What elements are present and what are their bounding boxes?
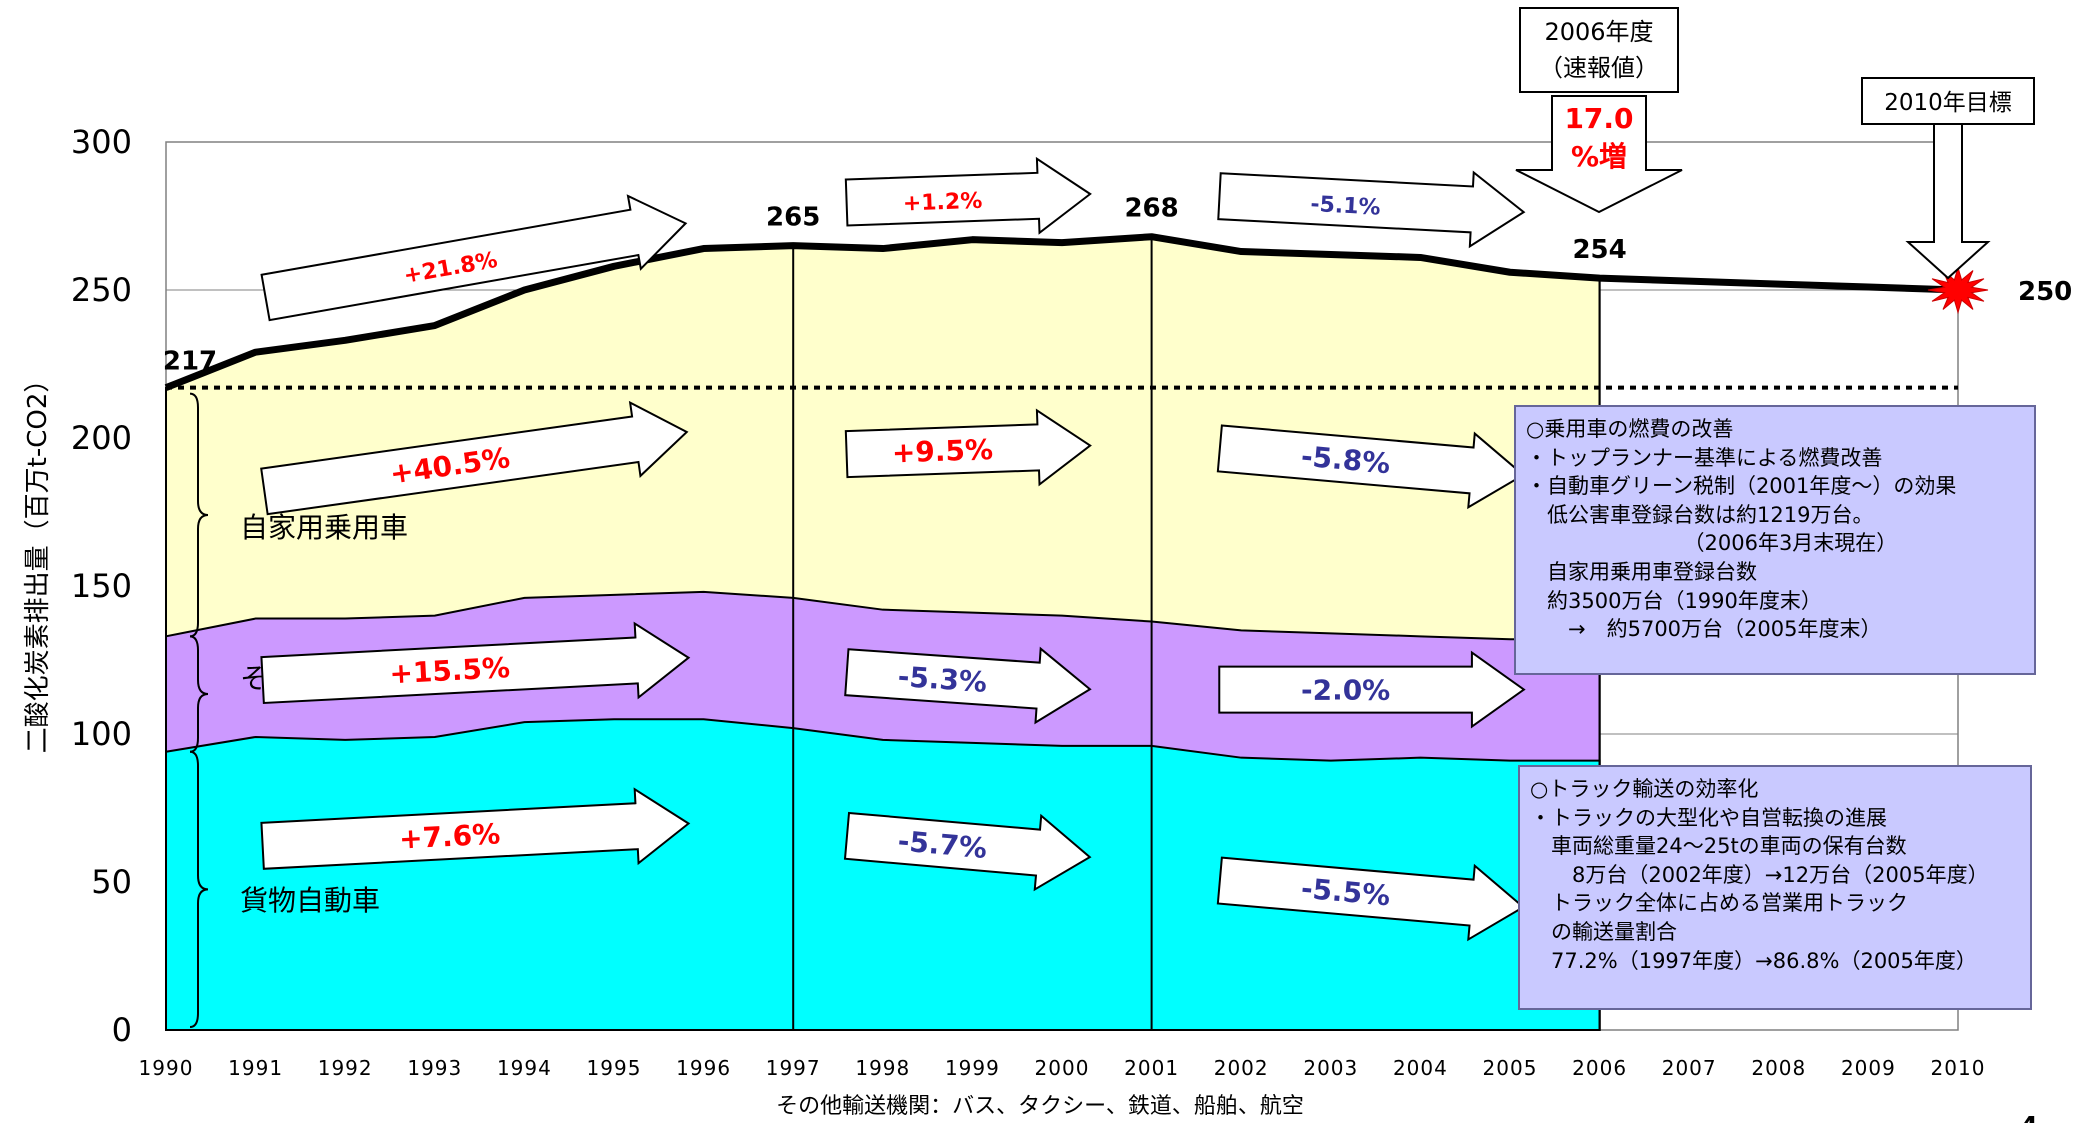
callout-2006-value1: 17.0 <box>1564 102 1633 135</box>
callout-2006-group: 2006年度 （速報値） 17.0 %増 <box>1515 7 1683 214</box>
x-tick-label: 1997 <box>766 1056 821 1080</box>
x-tick-label: 2006 <box>1572 1056 1627 1080</box>
y-tick-label: 200 <box>71 419 132 457</box>
point-label: 254 <box>1572 235 1626 265</box>
x-tick-label: 2004 <box>1393 1056 1448 1080</box>
change-arrow: -2.0% <box>1218 650 1526 729</box>
point-label: 217 <box>163 347 217 377</box>
callout-2006-line2: （速報値） <box>1539 54 1659 82</box>
change-arrow-shape <box>844 408 1092 487</box>
callout-2010-group: 2010年目標 <box>1861 77 2035 280</box>
change-arrow: +7.6% <box>260 787 691 870</box>
change-arrow-shape <box>843 811 1092 892</box>
change-arrow: -5.1% <box>1217 170 1526 249</box>
change-arrow: -5.8% <box>1216 424 1526 510</box>
change-percent-label: -5.5% <box>1300 872 1392 913</box>
change-arrow-shape <box>1218 650 1526 729</box>
change-arrow-shape <box>844 646 1092 725</box>
change-arrow-shape <box>1217 170 1526 249</box>
x-tick-label: 1992 <box>318 1056 373 1080</box>
car-note-box: ○乗用車の燃費の改善 ・トップランナー基準による燃費改善 ・自動車グリーン税制（… <box>1514 405 2036 675</box>
change-arrow-shape <box>1216 424 1526 510</box>
change-percent-label: +7.6% <box>398 817 501 855</box>
category-label: 自家用乗用車 <box>240 511 408 544</box>
y-tick-label: 150 <box>71 567 132 605</box>
callout-2010-label: 2010年目標 <box>1884 90 2012 116</box>
point-label: 250 <box>2018 277 2072 307</box>
change-percent-label: -5.3% <box>897 660 988 699</box>
callout-2006-value2: %増 <box>1571 140 1627 173</box>
y-tick-label: 50 <box>91 863 132 901</box>
x-tick-label: 1999 <box>945 1056 1000 1080</box>
x-tick-label: 2002 <box>1214 1056 1269 1080</box>
x-tick-label: 2009 <box>1841 1056 1896 1080</box>
area-貨物自動車 <box>165 718 1601 1031</box>
change-arrow: -5.3% <box>844 646 1092 725</box>
y-tick-label: 300 <box>71 123 132 161</box>
callout-2006-line1: 2006年度 <box>1544 18 1653 46</box>
x-axis-title: その他輸送機関：バス、タクシー、鉄道、船舶、航空 <box>776 1094 1304 1119</box>
x-tick-label: 1991 <box>228 1056 283 1080</box>
x-tick-label: 2007 <box>1662 1056 1717 1080</box>
x-tick-label: 2000 <box>1035 1056 1090 1080</box>
change-percent-label: -5.1% <box>1310 192 1381 221</box>
change-percent-label: +9.5% <box>891 433 993 470</box>
change-arrow-shape <box>260 621 691 705</box>
category-label: 貨物自動車 <box>240 884 380 917</box>
change-percent-label: +15.5% <box>389 651 511 690</box>
truck-note-box: ○トラック輸送の効率化 ・トラックの大型化や自営転換の進展 車両総重量24～25… <box>1518 765 2032 1010</box>
change-arrow: -5.7% <box>843 811 1092 892</box>
x-tick-label: 1995 <box>587 1056 642 1080</box>
x-tick-label: 1994 <box>497 1056 552 1080</box>
callout-2006-box <box>1519 7 1679 93</box>
callout-2010-down-arrow <box>1905 123 1991 280</box>
change-arrow-shape <box>1216 856 1526 942</box>
change-arrow-shape <box>260 400 689 516</box>
change-arrow: +40.5% <box>260 400 689 516</box>
x-tick-label: 2010 <box>1931 1056 1986 1080</box>
x-tick-label: 2003 <box>1303 1056 1358 1080</box>
point-label: 265 <box>766 203 820 233</box>
x-tick-label: 2008 <box>1751 1056 1806 1080</box>
callout-2006-down-arrow <box>1515 95 1683 214</box>
brace-自家用乗用車 <box>189 392 209 638</box>
change-percent-label: +1.2% <box>902 189 982 217</box>
change-percent-label: -5.7% <box>897 824 989 865</box>
y-axis-title: 二酸化炭素排出量（百万t-CO2） <box>23 367 53 754</box>
x-tick-label: 1998 <box>855 1056 910 1080</box>
x-tick-label: 2005 <box>1483 1056 1538 1080</box>
change-arrow: +1.2% <box>844 156 1092 235</box>
page-number: 4 <box>2020 1112 2038 1123</box>
x-tick-label: 1996 <box>676 1056 731 1080</box>
x-tick-label: 1993 <box>407 1056 462 1080</box>
x-tick-label: 1990 <box>139 1056 194 1080</box>
change-arrow: +15.5% <box>260 621 691 705</box>
change-arrow: -5.5% <box>1216 856 1526 942</box>
change-percent-label: -5.8% <box>1300 440 1392 481</box>
change-arrow-shape <box>260 194 688 322</box>
target-2010-burst <box>1927 265 1989 315</box>
change-arrow: +9.5% <box>844 408 1092 487</box>
brace-貨物自動車 <box>189 750 209 1029</box>
point-label: 268 <box>1124 194 1178 224</box>
change-arrow: +21.8% <box>260 194 688 322</box>
brace-その他輸送機関 <box>189 635 209 753</box>
change-arrow-shape <box>260 787 691 870</box>
change-percent-label: -2.0% <box>1301 674 1390 707</box>
change-arrow-shape <box>844 156 1092 235</box>
x-tick-label: 2001 <box>1124 1056 1179 1080</box>
total-emission-line <box>164 233 1959 391</box>
y-tick-label: 100 <box>71 715 132 753</box>
y-tick-label: 250 <box>71 271 132 309</box>
y-tick-label: 0 <box>112 1011 132 1049</box>
